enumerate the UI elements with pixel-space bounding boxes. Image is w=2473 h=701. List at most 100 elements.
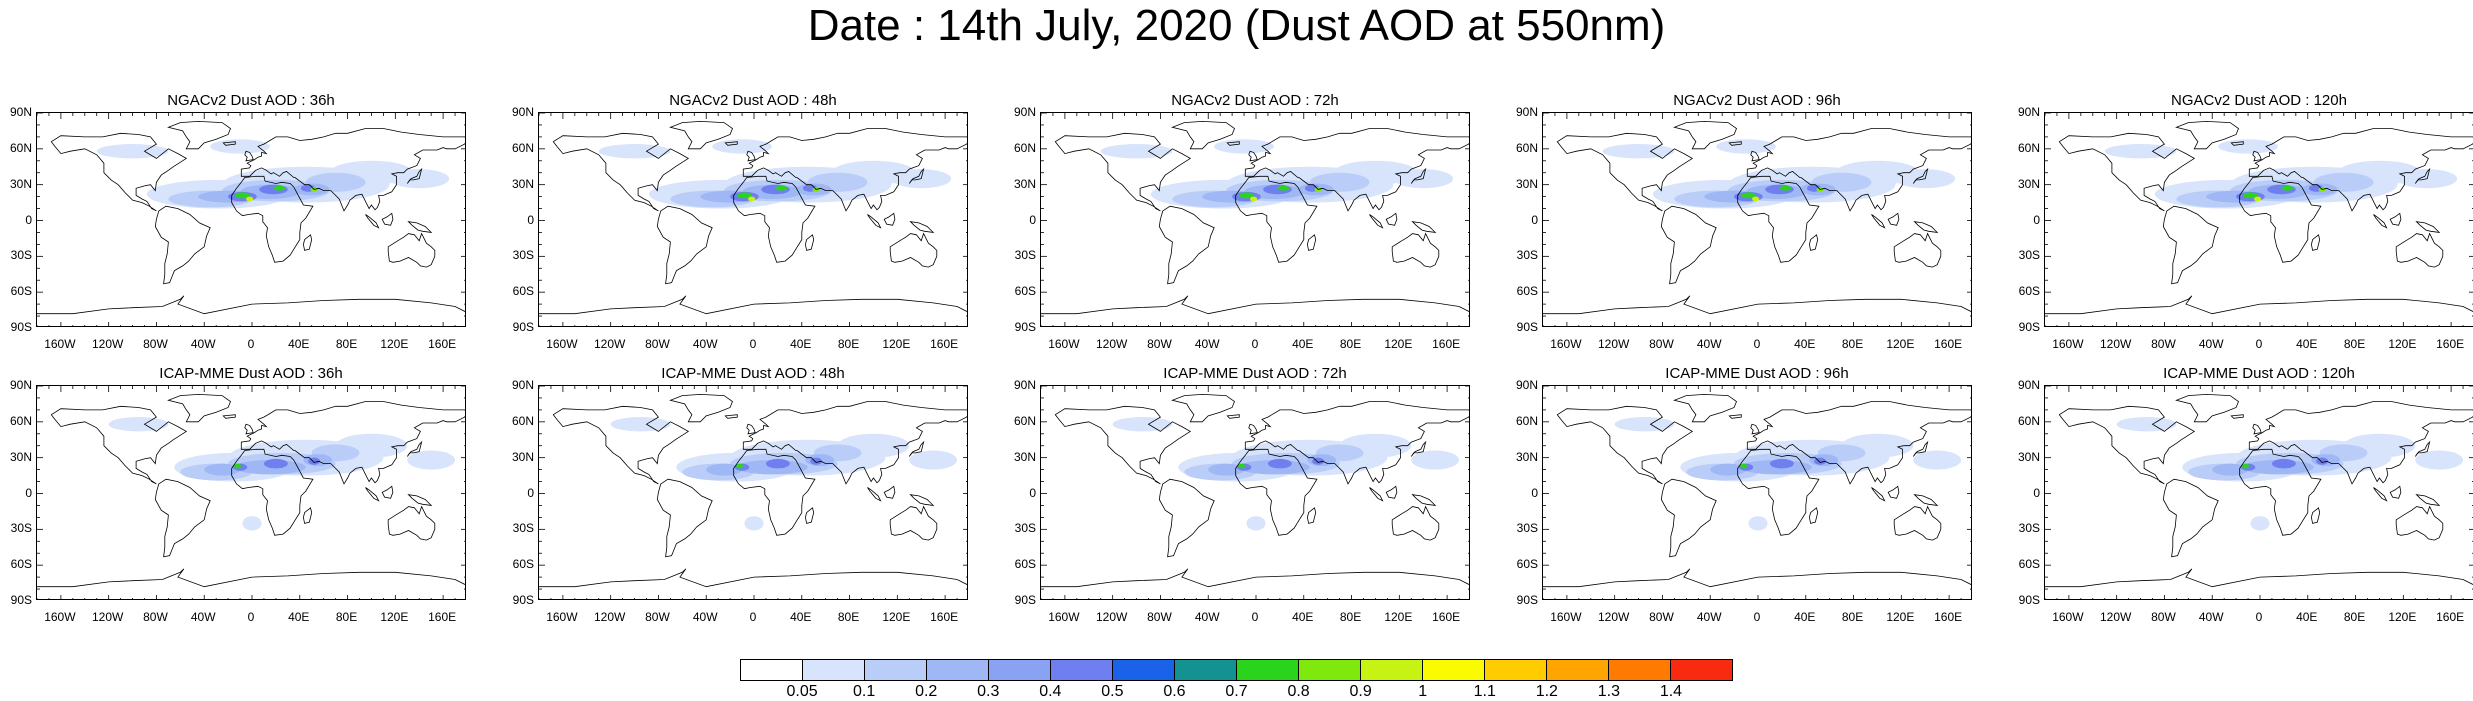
dust-aod-region <box>1741 192 1756 199</box>
antarctic-coastline <box>2045 568 2473 588</box>
colorbar-tick-label: 0.7 <box>1225 683 1248 700</box>
world-map <box>1040 112 1470 327</box>
coastline <box>1411 221 1437 233</box>
coastline <box>1750 423 1760 435</box>
longitude-label: 0 <box>1251 337 1259 351</box>
longitude-label: 120E <box>882 337 911 351</box>
latitude-label: 60S <box>10 557 32 572</box>
latitude-label: 30N <box>511 449 534 464</box>
coastline <box>1913 221 1939 233</box>
latitude-label: 0 <box>2033 485 2040 500</box>
coastline <box>1171 120 1235 150</box>
coastline <box>2310 234 2321 251</box>
colorbar-tick-label: 1.4 <box>1659 683 1683 700</box>
dust-aod-region <box>748 196 756 202</box>
longitude-label: 160W <box>1550 610 1582 624</box>
longitude-label: 80E <box>1841 337 1864 351</box>
axis-ticks <box>1543 386 1971 599</box>
dust-aod-region <box>96 144 169 159</box>
dust-aod-region <box>610 417 671 432</box>
coastline <box>883 212 896 226</box>
dust-aod-region <box>1614 417 1675 432</box>
coastline <box>2310 507 2321 524</box>
latitude-label: 0 <box>25 212 32 227</box>
coastline <box>240 401 465 485</box>
coastline <box>733 175 816 263</box>
coastline <box>1893 505 1942 541</box>
latitude-label: 30N <box>511 176 534 191</box>
dust-aod-region <box>1411 450 1460 470</box>
latitude-label: 30S <box>10 521 32 536</box>
panel-title: NGACv2 Dust AOD : 48h <box>669 92 837 109</box>
coastline <box>552 405 690 485</box>
coastline <box>407 221 433 233</box>
coastline <box>1912 440 1929 457</box>
dust-aod-region <box>1112 417 1173 432</box>
coastline <box>1235 175 1318 263</box>
longitude-label: 160E <box>1934 337 1963 351</box>
longitude-label: 120E <box>1886 337 1915 351</box>
longitude-label: 40E <box>1292 610 1314 624</box>
latitude-label: 90S <box>10 320 32 334</box>
latitude-label: 90N <box>1515 378 1538 392</box>
latitude-label: 90N <box>9 378 32 392</box>
dust-aod-region <box>712 139 772 154</box>
longitude-label: 160W <box>2052 337 2084 351</box>
colorbar-tick-label: 0.1 <box>853 683 876 700</box>
latitude-label: 30S <box>512 521 534 536</box>
coastline <box>1158 205 1215 285</box>
longitude-label: 40E <box>288 610 310 624</box>
panel-title: NGACv2 Dust AOD : 36h <box>167 92 335 109</box>
panel-title: ICAP-MME Dust AOD : 48h <box>661 365 845 382</box>
longitude-label: 120W <box>593 610 626 624</box>
coastline <box>746 423 756 435</box>
coastline <box>381 212 394 226</box>
coastline <box>2230 141 2244 146</box>
latitude-label: 60N <box>1013 413 1036 428</box>
coastline <box>908 440 925 457</box>
longitude-label: 160E <box>930 610 959 624</box>
dust-aod-region <box>2250 516 2270 531</box>
longitude-label: 120W <box>1095 337 1128 351</box>
longitude-label: 120W <box>1597 337 1630 351</box>
colorbar-swatch <box>1671 660 1732 680</box>
coastline <box>1750 150 1760 162</box>
longitude-label: 120E <box>1384 337 1413 351</box>
latitude-label: 30N <box>1013 176 1036 191</box>
coastline <box>240 128 465 212</box>
latitude-label: 90S <box>2018 593 2040 607</box>
latitude-label: 90S <box>512 320 534 334</box>
latitude-label: 60N <box>1515 413 1538 428</box>
coastline <box>1728 414 1742 419</box>
coastline <box>387 505 436 541</box>
dust-aod-region <box>1250 196 1258 202</box>
antarctic-coastline <box>37 568 465 588</box>
colorbar-tick-label: 1.2 <box>1535 683 1558 700</box>
latitude-label: 60S <box>2018 557 2040 572</box>
coastline <box>669 393 733 423</box>
coastline <box>406 167 423 184</box>
coastline <box>1391 505 1440 541</box>
coastline <box>244 423 254 435</box>
latitude-label: 90S <box>1516 320 1538 334</box>
latitude-label: 30S <box>1014 248 1036 263</box>
dust-aod-region <box>2104 144 2177 159</box>
coastline <box>154 205 211 285</box>
colorbar-swatch <box>741 660 803 680</box>
coastline <box>804 234 815 251</box>
map-canvas <box>1041 386 1469 599</box>
longitude-label: 0 <box>1753 610 1761 624</box>
aod-colorbar <box>740 659 1733 681</box>
dust-aod-region <box>2218 139 2278 154</box>
coastline <box>2058 132 2196 212</box>
map-canvas <box>1543 113 1971 326</box>
dust-aod-region <box>1267 458 1292 469</box>
latitude-label: 60S <box>1516 284 1538 299</box>
antarctic-coastline <box>37 295 465 315</box>
latitude-label: 60N <box>2017 413 2040 428</box>
dust-aod-region <box>2243 192 2258 199</box>
latitude-label: 90N <box>511 105 534 119</box>
coastline <box>1673 120 1737 150</box>
latitude-label: 60N <box>1013 140 1036 155</box>
longitude-label: 40E <box>2296 610 2318 624</box>
